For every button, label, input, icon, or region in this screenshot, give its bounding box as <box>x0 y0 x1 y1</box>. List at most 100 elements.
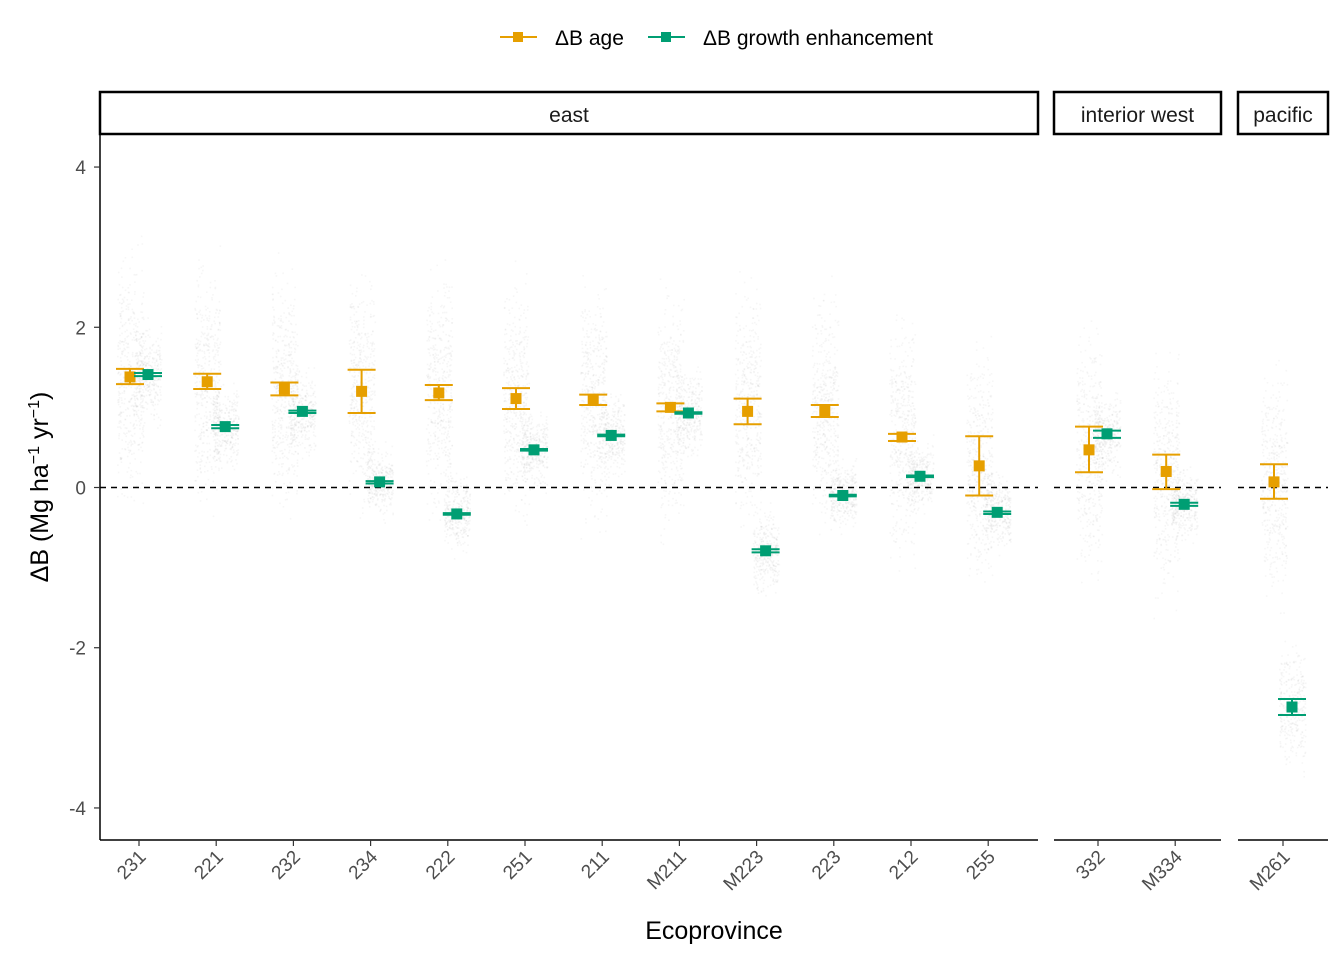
raw-point <box>543 456 545 458</box>
raw-point <box>352 394 354 396</box>
raw-point <box>300 395 302 397</box>
raw-point <box>373 473 375 475</box>
raw-point <box>354 416 356 418</box>
raw-point <box>148 334 150 336</box>
raw-point <box>447 476 449 478</box>
raw-point <box>590 347 592 349</box>
raw-point <box>230 435 232 437</box>
raw-point <box>302 428 304 430</box>
raw-point <box>356 321 358 323</box>
raw-point <box>118 372 120 374</box>
raw-point <box>587 348 589 350</box>
raw-point <box>358 324 360 326</box>
legend-item-age: ΔB age <box>500 27 624 50</box>
raw-point <box>365 382 367 384</box>
raw-point <box>585 317 587 319</box>
raw-point <box>289 446 291 448</box>
raw-point <box>532 434 534 436</box>
raw-point <box>218 470 220 472</box>
raw-point <box>526 514 528 516</box>
raw-point <box>215 391 217 393</box>
raw-point <box>123 387 125 389</box>
raw-point <box>279 450 281 452</box>
raw-point <box>282 453 284 455</box>
raw-point <box>434 412 436 414</box>
raw-point <box>358 365 360 367</box>
raw-point <box>542 481 544 483</box>
raw-point <box>208 333 210 335</box>
raw-point <box>215 312 217 314</box>
raw-point <box>123 424 125 426</box>
raw-point <box>275 368 277 370</box>
raw-point <box>386 510 388 512</box>
raw-point <box>443 331 445 333</box>
raw-point <box>544 438 546 440</box>
raw-point <box>525 397 527 399</box>
raw-point <box>511 412 513 414</box>
raw-point <box>585 522 587 524</box>
raw-point <box>447 297 449 299</box>
raw-point <box>274 425 276 427</box>
raw-point <box>312 406 314 408</box>
raw-point <box>597 464 599 466</box>
raw-point <box>427 503 429 505</box>
raw-point <box>295 344 297 346</box>
raw-point <box>305 385 307 387</box>
raw-point <box>126 347 128 349</box>
raw-point <box>222 442 224 444</box>
raw-point <box>213 436 215 438</box>
raw-point <box>223 454 225 456</box>
raw-point <box>312 414 314 416</box>
raw-point <box>452 506 454 508</box>
raw-point <box>508 372 510 374</box>
raw-point <box>434 364 436 366</box>
raw-point <box>606 360 608 362</box>
raw-point <box>426 461 428 463</box>
raw-point <box>445 473 447 475</box>
raw-point <box>281 463 283 465</box>
raw-point <box>118 435 120 437</box>
raw-point <box>356 439 358 441</box>
raw-point <box>450 422 452 424</box>
raw-point <box>215 450 217 452</box>
raw-point <box>437 359 439 361</box>
raw-point <box>272 322 274 324</box>
raw-point <box>148 394 150 396</box>
raw-point <box>217 382 219 384</box>
raw-point <box>527 443 529 445</box>
raw-point <box>311 405 313 407</box>
raw-point <box>139 333 141 335</box>
raw-point <box>131 248 133 250</box>
raw-point <box>519 344 521 346</box>
raw-point <box>519 411 521 413</box>
raw-point <box>375 504 377 506</box>
raw-point <box>159 369 161 371</box>
raw-point <box>286 345 288 347</box>
raw-point <box>153 419 155 421</box>
raw-point <box>371 470 373 472</box>
raw-point <box>143 333 145 335</box>
raw-point <box>469 503 471 505</box>
raw-point <box>274 321 276 323</box>
raw-point <box>454 533 456 535</box>
raw-point <box>446 318 448 320</box>
raw-point <box>449 501 451 503</box>
raw-point <box>292 390 294 392</box>
raw-point <box>509 394 511 396</box>
raw-point <box>161 368 163 370</box>
raw-point <box>355 357 357 359</box>
raw-point <box>213 398 215 400</box>
raw-point <box>125 289 127 291</box>
raw-point <box>507 477 509 479</box>
raw-point <box>367 386 369 388</box>
raw-point <box>271 398 273 400</box>
raw-point <box>391 465 393 467</box>
raw-point <box>134 317 136 319</box>
raw-point <box>453 504 455 506</box>
raw-point <box>220 361 222 363</box>
raw-point <box>371 345 373 347</box>
raw-point <box>594 479 596 481</box>
raw-point <box>199 344 201 346</box>
raw-point <box>353 401 355 403</box>
raw-point <box>272 357 274 359</box>
